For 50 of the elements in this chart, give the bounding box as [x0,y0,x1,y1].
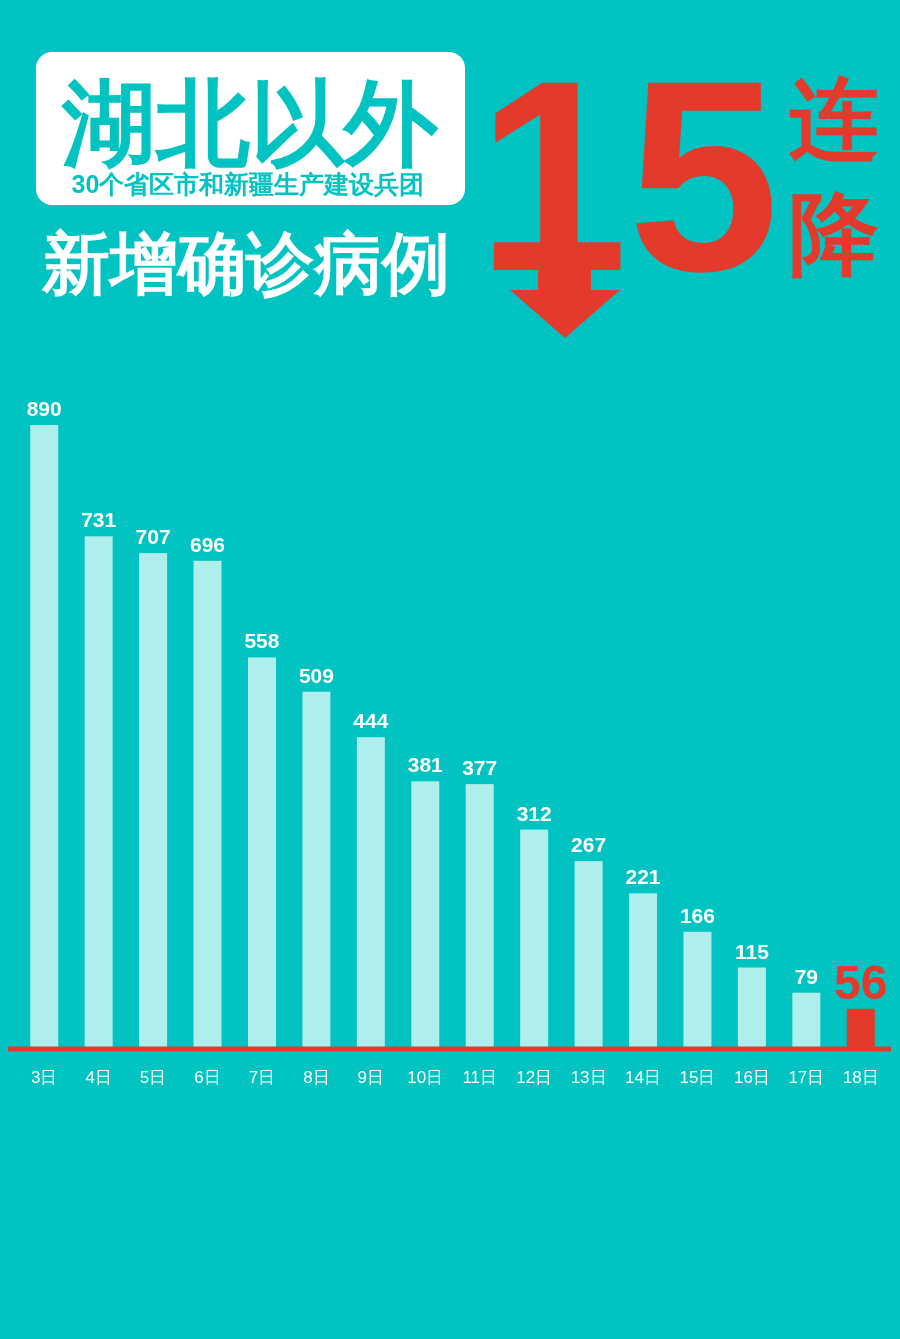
bar [574,861,603,1048]
bar [302,691,331,1048]
x-tick-label: 12日 [516,1068,553,1087]
bar [84,536,113,1048]
data-label: 221 [625,865,661,889]
data-label: 377 [462,756,498,780]
data-label: 115 [734,939,770,963]
data-label: 558 [244,629,280,653]
data-label: 381 [407,753,444,777]
bar [737,967,766,1048]
x-tick-label: 11日 [462,1068,498,1087]
data-label: 79 [794,964,819,988]
text: 新增确诊病例 [41,225,450,301]
data-label: 166 [679,903,715,927]
x-tick-label: 7日 [248,1068,276,1087]
data-label: 731 [81,508,117,532]
bar [683,931,712,1048]
x-tick-label: 17日 [788,1068,825,1087]
x-tick-label: 3日 [30,1068,58,1087]
x-tick-label: 16日 [733,1068,770,1087]
x-tick-label: 18日 [842,1068,879,1087]
x-tick-label: 4日 [85,1068,112,1087]
text: 15 [476,24,780,328]
x-tick-label: 10日 [407,1068,444,1087]
bar [465,784,494,1048]
bar [356,737,385,1048]
bar [193,560,222,1048]
bar [411,781,440,1048]
x-tick-label: 6日 [194,1068,221,1087]
bar [520,829,549,1048]
x-tick-label: 13日 [570,1068,607,1087]
bar [30,425,59,1048]
x-tick-label: 15日 [679,1068,716,1087]
bar [247,657,276,1048]
text: 连降 [789,69,879,284]
bar [139,553,168,1048]
data-label: 890 [26,397,62,420]
data-label: 312 [516,801,552,825]
data-label: 444 [353,709,389,733]
x-tick-label: 14日 [625,1068,661,1087]
data-label: 696 [190,532,226,556]
x-tick-label: 9日 [357,1068,385,1087]
data-label: 267 [571,833,607,857]
data-label: 707 [135,525,171,549]
bar [629,893,658,1048]
x-tick-label: 8日 [303,1068,330,1087]
x-tick-label: 5日 [139,1068,167,1087]
data-label: 509 [298,663,334,687]
bar [792,992,821,1048]
data-label: 56 [834,955,888,1009]
